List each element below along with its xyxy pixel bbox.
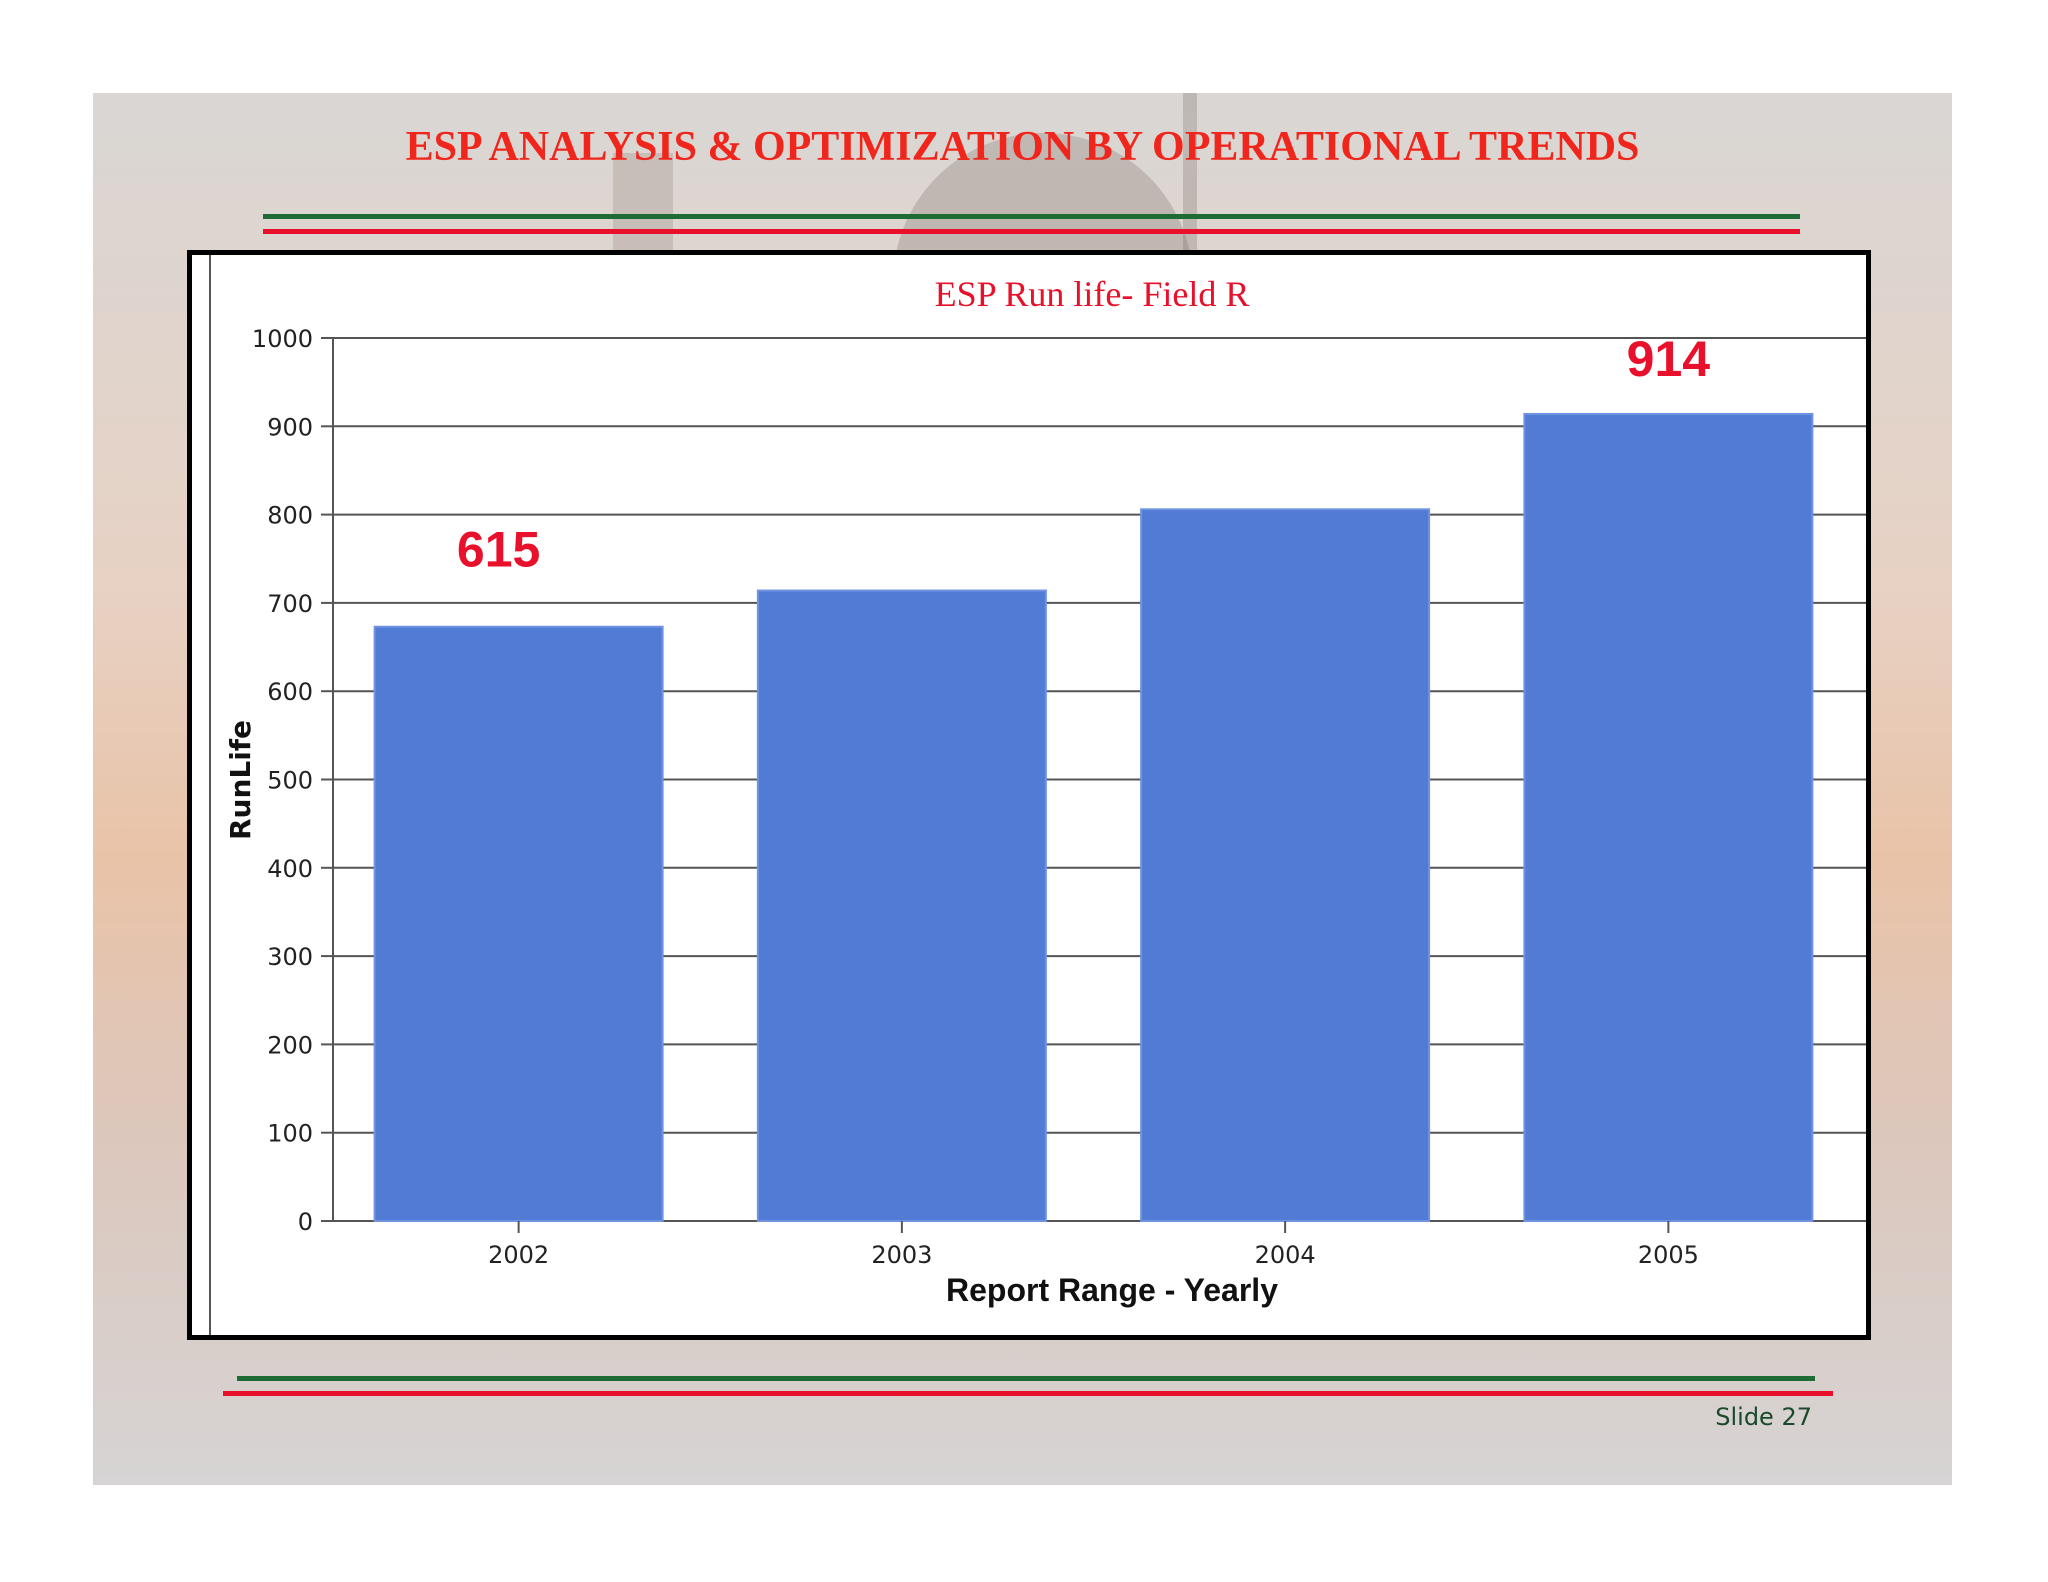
background-pole-shape [1183, 93, 1197, 253]
y-tick-label: 500 [267, 767, 313, 795]
top-rule-green [263, 214, 1800, 219]
x-tick-label: 2004 [1255, 1241, 1316, 1269]
y-tick-label: 600 [267, 678, 313, 706]
y-tick-label: 900 [267, 413, 313, 441]
slide: ESP ANALYSIS & OPTIMIZATION BY OPERATION… [93, 93, 1952, 1485]
x-axis-label: Report Range - Yearly [946, 1272, 1278, 1308]
top-rule-red [263, 229, 1800, 234]
x-tick-label: 2005 [1638, 1241, 1699, 1269]
slide-number: Slide 27 [1715, 1403, 1812, 1431]
data-callout-2002: 615 [457, 522, 540, 578]
bar-chart: ESP Run life- Field R 0 100 200 300 400 500 600… [209, 255, 1866, 1335]
x-tick-label: 2002 [488, 1241, 549, 1269]
bar-2002 [373, 625, 664, 1222]
y-tick-label: 300 [267, 943, 313, 971]
y-tick-label: 700 [267, 590, 313, 618]
y-tick-label: 800 [267, 502, 313, 530]
y-tick-label: 0 [298, 1208, 313, 1236]
y-tick-label: 400 [267, 855, 313, 883]
bar-2003 [756, 589, 1047, 1222]
y-tick-label: 1000 [252, 325, 313, 353]
data-callout-2005: 914 [1627, 331, 1711, 387]
slide-title: ESP ANALYSIS & OPTIMIZATION BY OPERATION… [405, 124, 1640, 170]
x-tick-label: 2003 [871, 1241, 932, 1269]
y-tick-label: 200 [267, 1031, 313, 1059]
y-tick-label: 100 [267, 1120, 313, 1148]
chart-title: ESP Run life- Field R [935, 274, 1250, 314]
chart-frame: ESP Run life- Field R 0 100 200 300 400 500 600… [187, 250, 1871, 1340]
bottom-rule-red [223, 1391, 1833, 1396]
bar-2004 [1140, 508, 1431, 1222]
bar-2005 [1523, 412, 1814, 1223]
y-axis-label: RunLife [224, 720, 257, 840]
bottom-rule-green [237, 1376, 1815, 1381]
